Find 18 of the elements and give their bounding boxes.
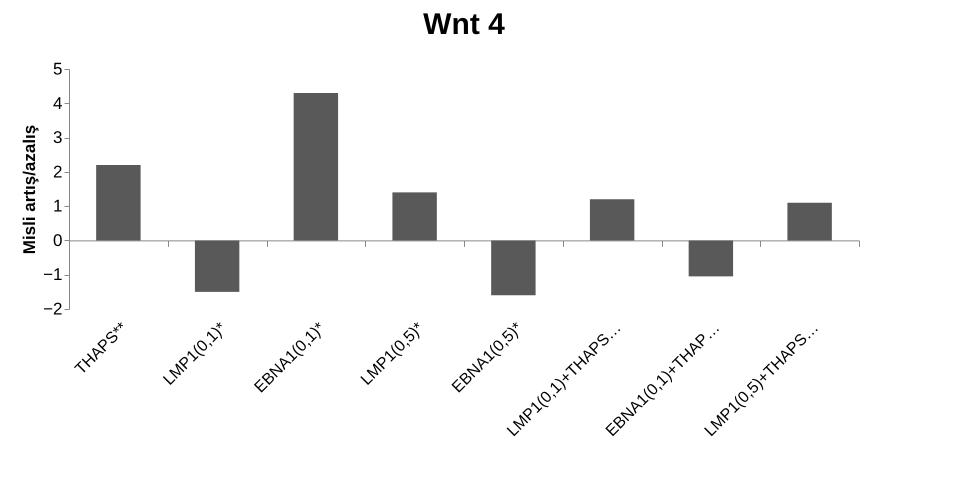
y-tick-label: 2 bbox=[53, 162, 62, 182]
y-tick-label: 4 bbox=[53, 94, 62, 113]
bar bbox=[392, 192, 437, 240]
bar bbox=[194, 240, 240, 292]
y-tick-label: 3 bbox=[53, 128, 62, 148]
y-tick-label: 5 bbox=[53, 60, 62, 78]
y-tick-label: −1 bbox=[43, 265, 62, 284]
y-axis-title: Misli artış/azalış bbox=[20, 124, 40, 254]
y-tick-label: −2 bbox=[43, 300, 62, 318]
bar bbox=[590, 199, 634, 240]
bar bbox=[787, 202, 832, 240]
bar bbox=[688, 240, 734, 276]
chart-title: Wnt 4 bbox=[423, 8, 506, 41]
y-tick-label: 1 bbox=[53, 196, 62, 216]
y-tick-label: 0 bbox=[53, 230, 62, 250]
bar bbox=[96, 165, 141, 240]
bar bbox=[491, 240, 536, 296]
bar bbox=[294, 93, 338, 240]
